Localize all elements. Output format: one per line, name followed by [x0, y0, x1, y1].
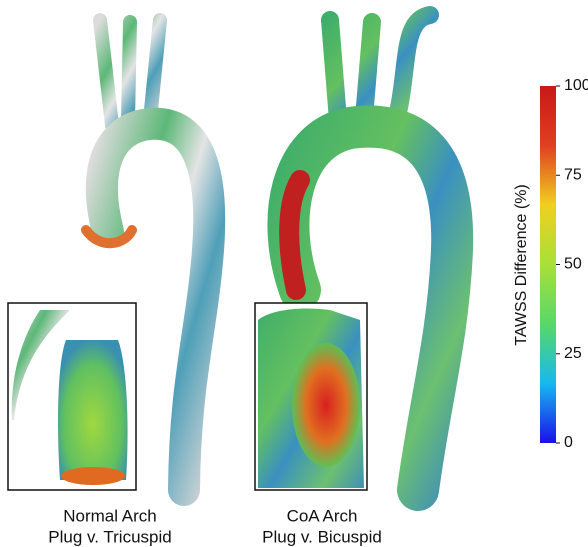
normal-arch-inset: [7, 302, 137, 491]
normal-arch-model: [81, 13, 226, 506]
colorbar: [540, 86, 556, 443]
panel-title: Normal Arch: [63, 506, 157, 525]
colorbar-tick-label: 50: [564, 256, 582, 273]
colorbar-tick-label: 100: [564, 77, 588, 94]
colorbar-tick-label: 25: [564, 345, 582, 362]
coa-arch-model: [267, 6, 474, 511]
panel-subtitle: Plug v. Tricuspid: [48, 527, 171, 546]
colorbar-label: TAWSS Difference (%): [513, 184, 530, 346]
coa-arch-inset: [254, 302, 368, 491]
colorbar-tick-label: 0: [564, 434, 573, 451]
colorbar-tick-label: 75: [564, 166, 582, 183]
panel-title: CoA Arch: [287, 506, 358, 525]
panel-subtitle: Plug v. Bicuspid: [262, 527, 382, 546]
